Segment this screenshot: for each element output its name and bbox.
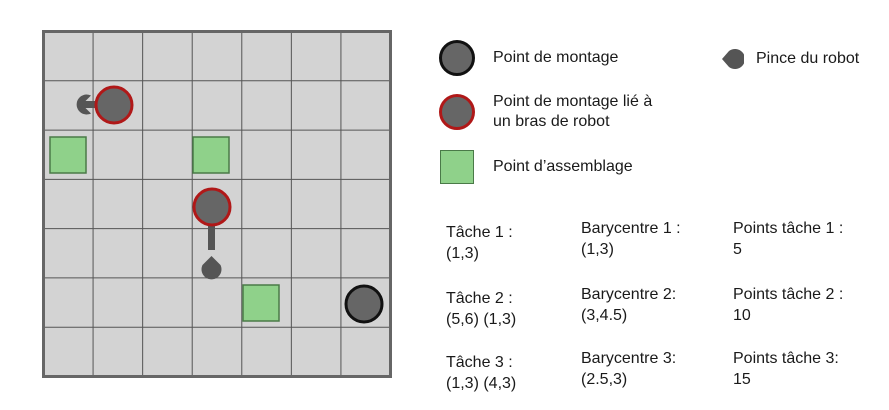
barycentre-cell: Barycentre 3: (2.5,3) <box>581 348 676 390</box>
score-label: Points tâche 1 : <box>733 220 844 237</box>
legend-assembly-label: Point d’assemblage <box>493 158 633 175</box>
task-points: (5,6) (1,3) <box>446 311 517 328</box>
barycentre-value: (1,3) <box>581 241 614 258</box>
assembly-point <box>49 136 87 174</box>
score-value: 10 <box>733 307 751 324</box>
legend-linked-mount-line2: un bras de robot <box>493 113 610 130</box>
task-points: (1,3) (4,3) <box>446 375 517 392</box>
legend-linked-mount-label: Point de montage lié à un bras de robot <box>493 92 652 132</box>
barycentre-cell: Barycentre 1 : (1,3) <box>581 218 681 260</box>
task-cell: Tâche 2 : (5,6) (1,3) <box>446 288 516 330</box>
score-cell: Points tâche 1 : 5 <box>733 218 843 260</box>
barycentre-label: Barycentre 3: <box>581 350 677 367</box>
score-label: Points tâche 2 : <box>733 286 844 303</box>
gripper-icon <box>201 220 222 280</box>
mount-point-icon <box>439 40 475 76</box>
legend-assembly-point: Point d’assemblage <box>440 150 633 184</box>
task-label: Tâche 3 : <box>446 354 513 371</box>
barycentre-label: Barycentre 2: <box>581 286 677 303</box>
linked-mount-point-icon <box>439 94 475 130</box>
legend-mount-point: Point de montage <box>439 40 618 76</box>
task-label: Tâche 1 : <box>446 224 513 241</box>
barycentre-value: (3,4.5) <box>581 307 628 324</box>
gripper-icon <box>722 49 744 69</box>
task-label: Tâche 2 : <box>446 290 513 307</box>
assembly-point <box>242 284 280 322</box>
linked-mount-point <box>94 85 134 125</box>
score-value: 5 <box>733 241 742 258</box>
score-cell: Points tâche 2 : 10 <box>733 284 843 326</box>
legend-linked-mount: Point de montage lié à un bras de robot <box>439 92 652 132</box>
barycentre-cell: Barycentre 2: (3,4.5) <box>581 284 676 326</box>
legend-linked-mount-line1: Point de montage lié à <box>493 93 653 110</box>
task-points: (1,3) <box>446 245 479 262</box>
assembly-point <box>192 136 230 174</box>
grid-border <box>42 30 392 378</box>
grid-lines <box>43 31 391 377</box>
legend-gripper-label: Pince du robot <box>756 50 860 67</box>
legend-gripper: Pince du robot <box>718 48 859 70</box>
score-value: 15 <box>733 371 751 388</box>
assembly-point-icon <box>440 150 474 184</box>
legend-mount-point-label: Point de montage <box>493 49 619 66</box>
barycentre-value: (2.5,3) <box>581 371 628 388</box>
score-label: Points tâche 3: <box>733 350 839 367</box>
task-cell: Tâche 1 : (1,3) <box>446 222 513 264</box>
linked-mount-point <box>192 187 232 227</box>
task-cell: Tâche 3 : (1,3) (4,3) <box>446 352 516 394</box>
grid-board <box>42 30 392 378</box>
mount-point <box>344 284 384 324</box>
barycentre-label: Barycentre 1 : <box>581 220 681 237</box>
grid-svg <box>42 30 392 378</box>
score-cell: Points tâche 3: 15 <box>733 348 839 390</box>
